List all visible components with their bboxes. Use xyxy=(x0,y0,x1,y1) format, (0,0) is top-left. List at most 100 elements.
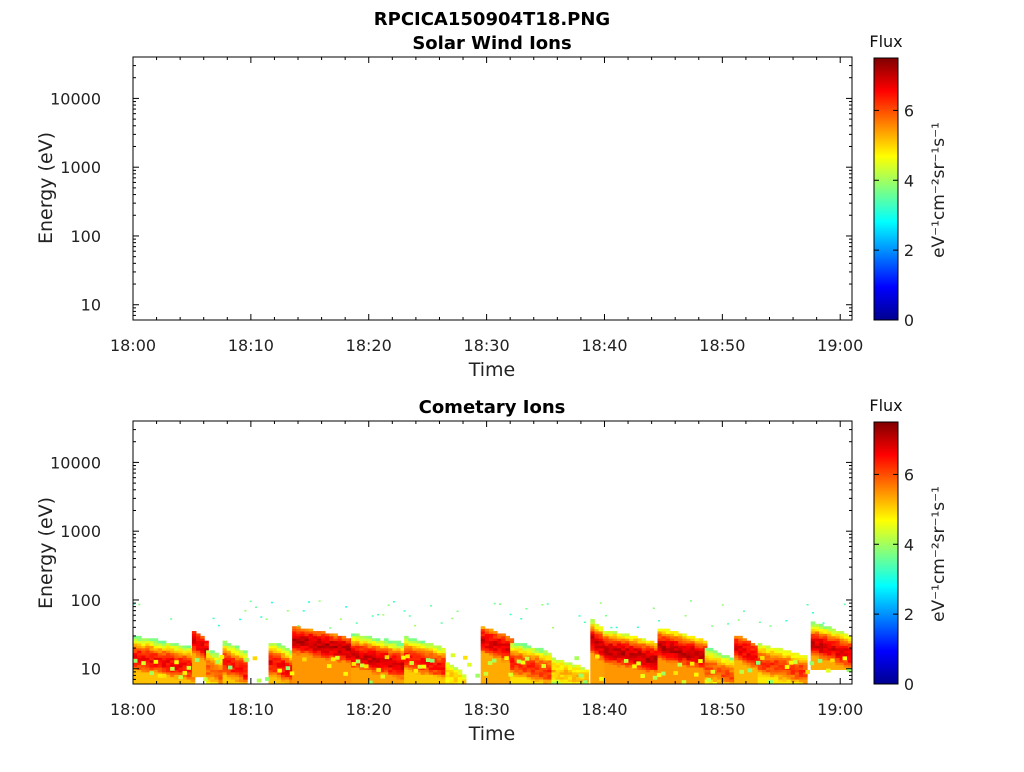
spectrogram-cell xyxy=(665,633,671,637)
spectrogram-cell xyxy=(329,638,334,642)
spectrogram-cell xyxy=(770,652,775,656)
spectrogram-cell xyxy=(708,650,714,654)
spectrogram-cell xyxy=(292,645,297,649)
spectrogram-cell xyxy=(384,652,389,656)
spectrogram-cell xyxy=(738,667,743,670)
spectrogram-cell xyxy=(698,659,703,663)
spectrogram-cell xyxy=(137,657,142,661)
spectrogram-cell xyxy=(501,640,506,644)
spectrogram-cell xyxy=(734,671,739,675)
spectrogram-cell xyxy=(665,659,671,663)
spectrogram-cell xyxy=(694,655,700,658)
spectrogram-cell xyxy=(371,671,377,675)
spectrogram-cell xyxy=(170,643,175,646)
spectrogram-cell xyxy=(497,659,502,663)
spectrogram-cell xyxy=(572,674,577,678)
spectrogram-cell xyxy=(488,669,494,673)
spectrogram-cell xyxy=(420,655,426,658)
spectrogram-cell xyxy=(818,655,824,658)
spectrogram-cell xyxy=(321,674,326,678)
spectrogram-cell xyxy=(690,674,696,678)
spectrogram-cell xyxy=(649,671,655,675)
spectrogram-noise xyxy=(217,624,220,627)
spectrogram-cell xyxy=(761,679,767,682)
spectrogram-cell xyxy=(818,638,824,642)
spectrogram-cell xyxy=(196,671,201,675)
spectrogram-cell xyxy=(272,679,278,682)
spectrogram-cell xyxy=(384,664,389,668)
spectrogram-cell xyxy=(645,667,651,670)
spectrogram-cell xyxy=(598,643,604,646)
spectrogram-cell xyxy=(823,643,828,646)
spectrogram-cell xyxy=(424,674,430,678)
spectrogram-cell xyxy=(514,659,519,663)
spectrogram-cell xyxy=(582,680,588,684)
spectrogram-cell xyxy=(721,659,726,663)
spectrogram-cell xyxy=(388,645,393,649)
spectrogram-cell xyxy=(657,676,663,680)
spectrogram-cell xyxy=(484,628,490,632)
spectrogram-cell xyxy=(289,671,295,676)
spectrogram-cell xyxy=(363,645,368,649)
spectrogram-cell xyxy=(268,659,274,663)
spectrogram-cell xyxy=(145,674,150,678)
spectrogram-cell xyxy=(761,671,767,675)
spectrogram-cell xyxy=(612,655,618,658)
spectrogram-cell xyxy=(608,664,614,668)
spectrogram-cell xyxy=(308,657,314,661)
spectrogram-cell xyxy=(843,650,849,654)
spectrogram-cell xyxy=(396,679,401,682)
spectrogram-cell xyxy=(226,669,232,673)
spectrogram-cell xyxy=(530,650,536,654)
spectrogram-cell xyxy=(661,635,667,639)
spectrogram-cell xyxy=(612,638,618,642)
spectrogram-cell xyxy=(449,667,455,670)
spectrogram-cell xyxy=(750,645,756,649)
spectrogram-cell xyxy=(161,676,167,680)
spectrogram-cell xyxy=(746,662,752,666)
spectrogram-cell xyxy=(316,631,322,634)
spectrogram-cell xyxy=(355,674,360,678)
spectrogram-cell xyxy=(608,645,614,649)
spectrogram-cell xyxy=(214,671,219,675)
spectrogram-cell xyxy=(539,674,544,678)
spectrogram-cell xyxy=(782,659,787,663)
spectrogram-cell xyxy=(590,628,595,632)
spectrogram-cell xyxy=(725,671,730,675)
spectrogram-cell xyxy=(835,655,841,658)
spectrogram-cell xyxy=(729,674,734,678)
spectrogram-cell xyxy=(818,640,824,644)
spectrogram-cell xyxy=(598,633,604,637)
spectrogram-cell xyxy=(380,674,386,679)
spectrogram-cell xyxy=(616,655,622,658)
spectrogram-cell xyxy=(280,667,286,670)
spectrogram-cell xyxy=(333,667,338,670)
spectrogram-cell xyxy=(665,643,671,646)
spectrogram-cell xyxy=(604,640,610,644)
spectrogram-cell xyxy=(292,681,297,684)
spectrogram-noise xyxy=(843,603,846,606)
spectrogram-cell xyxy=(690,640,696,644)
spectrogram-cell xyxy=(137,655,142,658)
spectrogram-cell xyxy=(803,659,808,663)
spectrogram-cell xyxy=(141,674,146,678)
spectrogram-cell xyxy=(412,643,417,646)
spectrogram-cell xyxy=(712,659,718,663)
spectrogram-cell xyxy=(505,662,510,666)
spectrogram-cell xyxy=(818,645,824,649)
spectrogram-cell xyxy=(351,640,356,644)
spectrogram-cell xyxy=(653,674,659,678)
spectrogram-cell xyxy=(371,664,377,668)
spectrogram-cell xyxy=(333,643,338,646)
spectrogram-cell xyxy=(774,676,779,680)
spectrogram-cell xyxy=(754,650,760,654)
spectrogram-cell xyxy=(355,679,360,682)
spectrogram-cell xyxy=(686,664,691,668)
spectrogram-cell xyxy=(355,664,360,668)
spectrogram-cell xyxy=(363,635,368,639)
spectrogram-cell xyxy=(396,667,401,670)
spectrogram-cell xyxy=(316,671,322,675)
spectrogram-cell xyxy=(742,655,747,658)
spectrogram-cell xyxy=(166,669,171,673)
spectrogram-cell xyxy=(641,647,647,651)
